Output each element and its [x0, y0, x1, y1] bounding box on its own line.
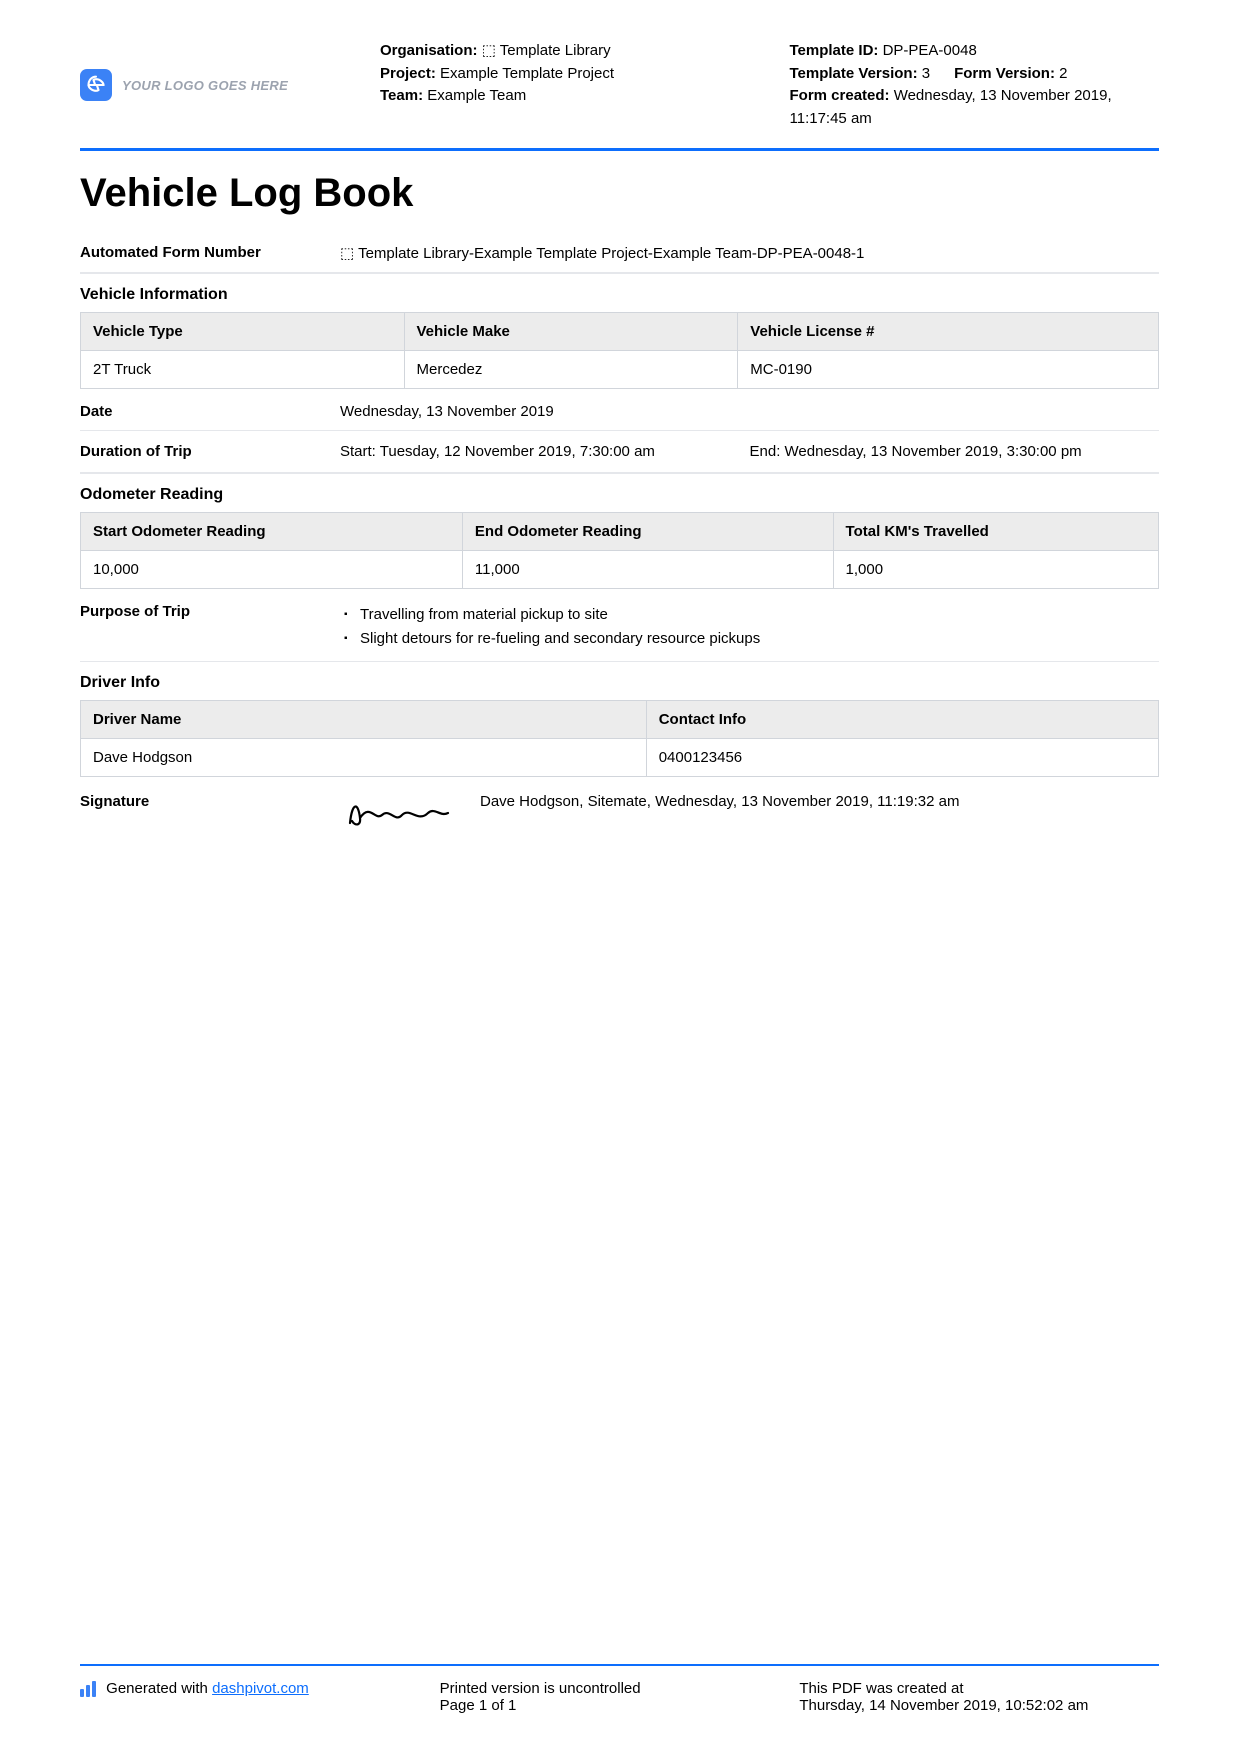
generated-label: Generated with [106, 1680, 212, 1697]
team-value: Example Team [427, 87, 526, 104]
footer-generated: Generated with dashpivot.com [80, 1680, 440, 1714]
vehicle-make-col: Vehicle Make [404, 313, 738, 351]
total-km-col: Total KM's Travelled [833, 513, 1158, 551]
start-odo-col: Start Odometer Reading [81, 513, 463, 551]
start-odo-value: 10,000 [81, 551, 463, 589]
purpose-label: Purpose of Trip [80, 603, 340, 620]
list-item: Travelling from material pickup to site [340, 603, 1159, 627]
template-version-value: 3 [922, 65, 930, 82]
document-header: YOUR LOGO GOES HERE Organisation: ⬚ Temp… [80, 40, 1159, 151]
logo-block: YOUR LOGO GOES HERE [80, 40, 340, 130]
dashpivot-link[interactable]: dashpivot.com [212, 1680, 309, 1697]
pdf-created-label: This PDF was created at [799, 1680, 1159, 1697]
driver-info-header: Driver Info [80, 661, 1159, 700]
vehicle-type-value: 2T Truck [81, 351, 405, 389]
odometer-header: Odometer Reading [80, 473, 1159, 512]
end-odo-col: End Odometer Reading [462, 513, 833, 551]
signature-meta: Dave Hodgson, Sitemate, Wednesday, 13 No… [480, 793, 1159, 810]
header-meta-right: Template ID: DP-PEA-0048 Template Versio… [790, 40, 1160, 130]
team-label: Team: [380, 87, 423, 104]
form-number-row: Automated Form Number ⬚ Template Library… [80, 234, 1159, 273]
table-row: 10,000 11,000 1,000 [81, 551, 1159, 589]
signature-label: Signature [80, 793, 340, 810]
driver-name-col: Driver Name [81, 701, 647, 739]
uncontrolled-text: Printed version is uncontrolled [440, 1680, 800, 1697]
template-id-label: Template ID: [790, 42, 879, 59]
vehicle-info-header: Vehicle Information [80, 273, 1159, 312]
vehicle-license-col: Vehicle License # [738, 313, 1159, 351]
template-id-value: DP-PEA-0048 [883, 42, 977, 59]
footer-created: This PDF was created at Thursday, 14 Nov… [799, 1680, 1159, 1714]
date-value: Wednesday, 13 November 2019 [340, 403, 1159, 420]
end-odo-value: 11,000 [462, 551, 833, 589]
pdf-created-value: Thursday, 14 November 2019, 10:52:02 am [799, 1697, 1159, 1714]
header-meta-left: Organisation: ⬚ Template Library Project… [380, 40, 750, 130]
form-number-label: Automated Form Number [80, 244, 340, 261]
form-version-value: 2 [1059, 65, 1067, 82]
form-created-label: Form created: [790, 87, 890, 104]
driver-name-value: Dave Hodgson [81, 739, 647, 777]
logo-icon [80, 69, 112, 101]
driver-info-table: Driver Name Contact Info Dave Hodgson 04… [80, 700, 1159, 777]
table-row: Dave Hodgson 0400123456 [81, 739, 1159, 777]
page-number: Page 1 of 1 [440, 1697, 800, 1714]
form-version-label: Form Version: [954, 65, 1055, 82]
vehicle-type-col: Vehicle Type [81, 313, 405, 351]
template-version-label: Template Version: [790, 65, 918, 82]
vehicle-license-value: MC-0190 [738, 351, 1159, 389]
contact-info-value: 0400123456 [646, 739, 1158, 777]
total-km-value: 1,000 [833, 551, 1158, 589]
vehicle-make-value: Mercedez [404, 351, 738, 389]
project-value: Example Template Project [440, 65, 614, 82]
purpose-row: Purpose of Trip Travelling from material… [80, 593, 1159, 661]
date-row: Date Wednesday, 13 November 2019 [80, 393, 1159, 431]
duration-label: Duration of Trip [80, 443, 340, 460]
form-number-value: ⬚ Template Library-Example Template Proj… [340, 244, 1159, 262]
duration-row: Duration of Trip Start: Tuesday, 12 Nove… [80, 431, 1159, 473]
list-item: Slight detours for re-fueling and second… [340, 627, 1159, 651]
contact-info-col: Contact Info [646, 701, 1158, 739]
org-value: ⬚ Template Library [482, 42, 611, 59]
page-title: Vehicle Log Book [80, 171, 1159, 216]
logo-placeholder-text: YOUR LOGO GOES HERE [122, 78, 288, 93]
bar-chart-icon [80, 1681, 96, 1697]
table-row: 2T Truck Mercedez MC-0190 [81, 351, 1159, 389]
duration-start: Start: Tuesday, 12 November 2019, 7:30:0… [340, 443, 750, 460]
footer-center: Printed version is uncontrolled Page 1 o… [440, 1680, 800, 1714]
odometer-table: Start Odometer Reading End Odometer Read… [80, 512, 1159, 589]
signature-image [340, 793, 460, 837]
purpose-list: Travelling from material pickup to site … [340, 603, 1159, 651]
signature-row: Signature Dave Hodgson, Sitemate, Wednes… [80, 781, 1159, 849]
vehicle-info-table: Vehicle Type Vehicle Make Vehicle Licens… [80, 312, 1159, 389]
duration-end: End: Wednesday, 13 November 2019, 3:30:0… [750, 443, 1160, 460]
project-label: Project: [380, 65, 436, 82]
document-footer: Generated with dashpivot.com Printed ver… [80, 1664, 1159, 1714]
date-label: Date [80, 403, 340, 420]
org-label: Organisation: [380, 42, 478, 59]
